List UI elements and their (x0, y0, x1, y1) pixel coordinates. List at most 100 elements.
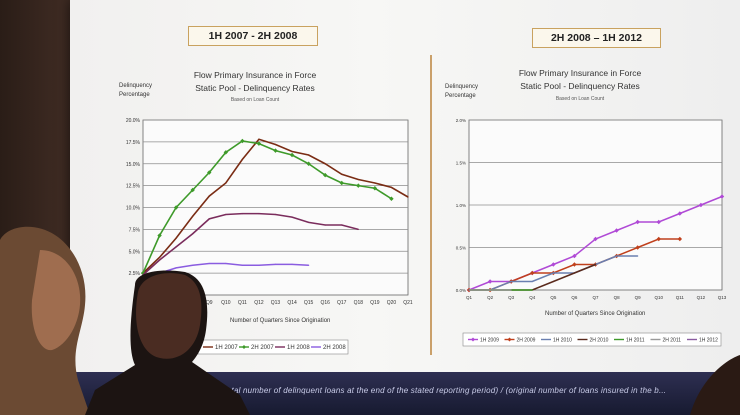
left-title-line1: Flow Primary Insurance in Force (193, 70, 317, 80)
left-data-point (192, 264, 194, 266)
left-data-point (140, 270, 146, 276)
left-data-point (322, 172, 328, 178)
left-data-point (225, 262, 227, 265)
right-data-point (572, 262, 577, 267)
left-data-point (173, 205, 179, 210)
left-chart: 2.5%5.0%7.5%10.0%12.5%15.0%17.5%20.0%Q6Q… (126, 118, 413, 355)
right-period-label: 2H 2008 – 1H 2012 (532, 28, 661, 48)
right-data-point (531, 280, 533, 283)
right-y-tick-label: 1.5% (456, 161, 466, 166)
right-data-point (637, 255, 639, 257)
right-data-point (635, 219, 640, 225)
right-legend-label: 2H 2011 (663, 338, 682, 344)
right-data-point (615, 255, 618, 257)
right-y-tick-label: 0.5% (456, 246, 466, 251)
right-data-point (594, 263, 597, 266)
right-title-line1: Flow Primary Insurance in Force (518, 68, 642, 78)
left-y-tick-label: 20.0% (126, 118, 141, 124)
left-data-point (256, 141, 262, 146)
left-y-tick-label: 5.0% (129, 249, 141, 255)
right-legend-label: 2H 2009 (517, 338, 536, 344)
left-y-tick-label: 2.5% (129, 271, 141, 277)
left-data-point (324, 224, 326, 226)
right-data-point (510, 289, 512, 291)
left-chart-subtitle: Based on Loan Count (230, 97, 280, 103)
right-x-tick-label: Q7 (592, 295, 599, 300)
slide-footer-text: Rates = (total number of delinquent loan… (190, 386, 667, 395)
left-x-tick-label: Q16 (320, 300, 330, 306)
left-data-point (341, 224, 343, 226)
left-chart-title: Flow Primary Insurance in Force Static P… (180, 69, 330, 95)
right-title-line2: Static Pool - Delinquency Rates (520, 81, 640, 91)
right-legend-marker (507, 337, 512, 342)
right-legend-box (462, 332, 722, 347)
audience-right-shoulder (690, 355, 740, 415)
right-data-point (552, 272, 554, 274)
left-period-label: 1H 2007 - 2H 2008 (188, 26, 318, 46)
right-x-tick-label: Q4 (529, 295, 536, 300)
right-data-point (531, 289, 533, 291)
right-data-point (677, 236, 683, 242)
left-x-tick-label: Q13 (271, 300, 281, 306)
right-legend-label: 1H 2012 (699, 338, 718, 344)
left-series-line (142, 212, 359, 276)
chart-divider (430, 55, 432, 355)
right-x-tick-label: Q6 (571, 295, 578, 300)
left-data-point (374, 182, 376, 184)
left-data-point (291, 150, 293, 153)
left-data-point (192, 233, 194, 235)
left-data-point (389, 196, 394, 201)
left-data-point (308, 264, 310, 266)
left-data-point (208, 218, 210, 220)
left-data-point (356, 183, 361, 188)
right-data-point (551, 262, 556, 267)
left-ylabel-line2: Percentage (119, 92, 150, 98)
right-y-tick-label: 1.0% (456, 203, 466, 208)
left-data-point (241, 158, 243, 160)
right-ylabel-line2: Percentage (445, 93, 476, 99)
left-data-point (324, 163, 326, 165)
right-x-tick-label: Q8 (614, 295, 621, 300)
right-legend-label: 1H 2009 (480, 338, 499, 344)
left-legend-label: 1H 2008 (287, 345, 310, 351)
audience-man-head (136, 273, 202, 359)
right-legend-label: 1H 2010 (553, 338, 572, 344)
left-x-tick-label: Q18 (354, 300, 364, 306)
left-data-point (308, 221, 310, 223)
left-data-point (291, 216, 293, 218)
left-data-point (308, 154, 310, 156)
right-data-point (573, 272, 576, 274)
right-x-axis-label: Number of Quarters Since Origination (545, 311, 646, 317)
left-data-point (223, 150, 229, 155)
left-legend-marker (242, 345, 246, 349)
left-x-tick-label: Q10 (221, 300, 231, 306)
right-x-tick-label: Q11 (676, 295, 685, 300)
left-x-tick-label: Q15 (304, 300, 314, 306)
left-data-point (175, 246, 177, 248)
audience-woman-face (31, 250, 81, 351)
right-data-point (510, 280, 512, 283)
left-data-point (306, 161, 311, 166)
left-x-tick-label: Q12 (254, 300, 264, 306)
left-x-tick-label: Q14 (287, 300, 297, 306)
right-x-tick-label: Q13 (718, 295, 727, 300)
right-y-tick-label: 0.0% (456, 288, 466, 293)
right-data-point (552, 280, 554, 283)
right-data-point (489, 289, 491, 291)
right-data-point (487, 279, 493, 284)
left-data-point (274, 143, 277, 146)
left-data-point (258, 138, 260, 140)
left-legend-label: 2H 2007 (251, 345, 274, 351)
left-data-point (273, 148, 278, 153)
right-x-tick-label: Q12 (697, 295, 706, 300)
left-y-tick-label: 15.0% (126, 162, 141, 168)
right-chart: 0.0% 0.5% 1.0% 1.5% 2.0% Q1 Q2 Q3 Q4 Q5 Q6 Q7 Q8 Q9 Q1… (456, 118, 727, 347)
right-data-point (468, 289, 470, 291)
right-data-point (698, 202, 704, 208)
right-data-point (593, 236, 598, 242)
left-data-point (357, 178, 359, 181)
left-data-point (341, 173, 343, 175)
left-x-axis-label: Number of Quarters Since Origination (230, 318, 331, 324)
left-data-point (241, 264, 243, 266)
left-y-tick-label: 17.5% (126, 140, 141, 146)
